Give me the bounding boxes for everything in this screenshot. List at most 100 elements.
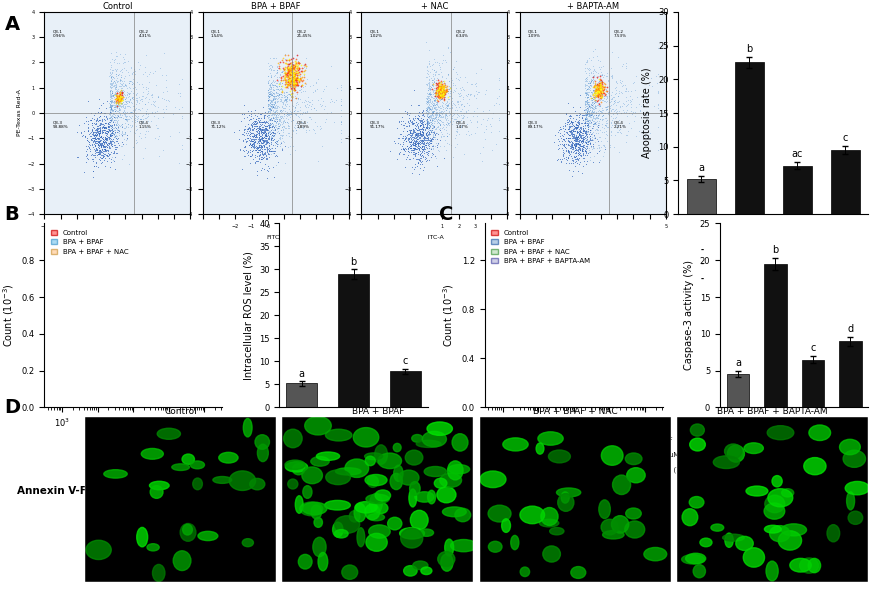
Point <box>288 65 302 75</box>
Point <box>281 50 295 59</box>
Point <box>414 131 428 141</box>
Point <box>583 102 597 111</box>
Point <box>594 78 608 87</box>
Point <box>569 151 583 160</box>
Point <box>434 94 448 104</box>
Point <box>562 124 576 134</box>
Point <box>591 110 605 119</box>
Point <box>254 124 268 134</box>
Point <box>431 84 445 94</box>
Point <box>578 117 592 127</box>
Point <box>245 137 260 146</box>
Point <box>416 136 431 146</box>
Point <box>244 140 258 150</box>
Point <box>599 90 613 99</box>
Point <box>265 90 279 100</box>
Point <box>571 130 586 140</box>
Point <box>424 135 438 145</box>
Point <box>284 68 298 78</box>
Point <box>117 82 131 91</box>
Point <box>416 132 431 142</box>
Point <box>600 104 614 113</box>
Point <box>128 110 142 119</box>
Point <box>587 118 602 127</box>
Point <box>429 128 443 138</box>
Point <box>256 133 270 143</box>
Point <box>560 155 574 165</box>
Point <box>257 128 271 138</box>
Point <box>436 87 450 97</box>
Point <box>462 89 477 99</box>
Point <box>88 152 102 162</box>
Point <box>422 85 436 94</box>
Point <box>113 96 128 106</box>
Point <box>277 64 291 74</box>
Point <box>279 108 293 118</box>
Point <box>266 53 280 62</box>
Point <box>602 108 617 117</box>
Point <box>622 109 636 118</box>
Point <box>595 107 609 116</box>
Point <box>569 151 583 160</box>
Point <box>579 96 594 106</box>
Point <box>565 117 579 127</box>
Point <box>85 133 99 143</box>
Point <box>115 86 129 95</box>
Point <box>563 116 578 125</box>
Point <box>423 113 437 122</box>
Point <box>315 141 329 150</box>
Point <box>411 125 425 134</box>
Point <box>91 128 105 138</box>
Point <box>291 65 306 74</box>
Point <box>587 90 601 100</box>
Point <box>249 131 263 140</box>
Point <box>286 76 300 86</box>
Point <box>95 116 109 126</box>
Point <box>99 137 113 147</box>
Point <box>424 144 439 153</box>
Point <box>276 67 290 76</box>
Point <box>441 86 455 96</box>
Point <box>414 137 428 146</box>
Point <box>282 71 296 81</box>
Point <box>423 135 437 144</box>
Point <box>593 87 607 96</box>
Point <box>288 105 302 114</box>
Point <box>605 99 619 108</box>
Point <box>580 104 595 113</box>
Point <box>112 115 126 125</box>
Point <box>434 107 448 116</box>
Point <box>107 103 121 112</box>
Point <box>105 128 119 137</box>
Point <box>261 120 276 129</box>
Point <box>113 95 128 105</box>
Point <box>434 81 448 91</box>
Point <box>431 114 446 124</box>
Point <box>276 76 291 86</box>
Point <box>564 126 579 135</box>
Point <box>589 84 603 93</box>
Point <box>587 83 601 92</box>
Point <box>583 77 597 87</box>
Point <box>436 89 450 98</box>
Point <box>404 118 418 127</box>
Point <box>573 134 587 143</box>
Point <box>286 71 300 80</box>
Point <box>92 134 106 143</box>
Point <box>269 105 284 115</box>
Point <box>291 58 305 68</box>
Point <box>595 111 609 121</box>
Point <box>595 122 609 132</box>
Point <box>248 146 262 155</box>
Point <box>291 61 305 71</box>
Point <box>581 83 595 92</box>
Point <box>276 87 290 96</box>
Point <box>420 110 434 119</box>
Point <box>287 78 301 88</box>
Point <box>285 61 299 71</box>
Point <box>81 127 95 136</box>
Point <box>109 51 123 61</box>
Point <box>569 135 583 144</box>
Point <box>289 125 303 135</box>
Point <box>137 99 152 109</box>
